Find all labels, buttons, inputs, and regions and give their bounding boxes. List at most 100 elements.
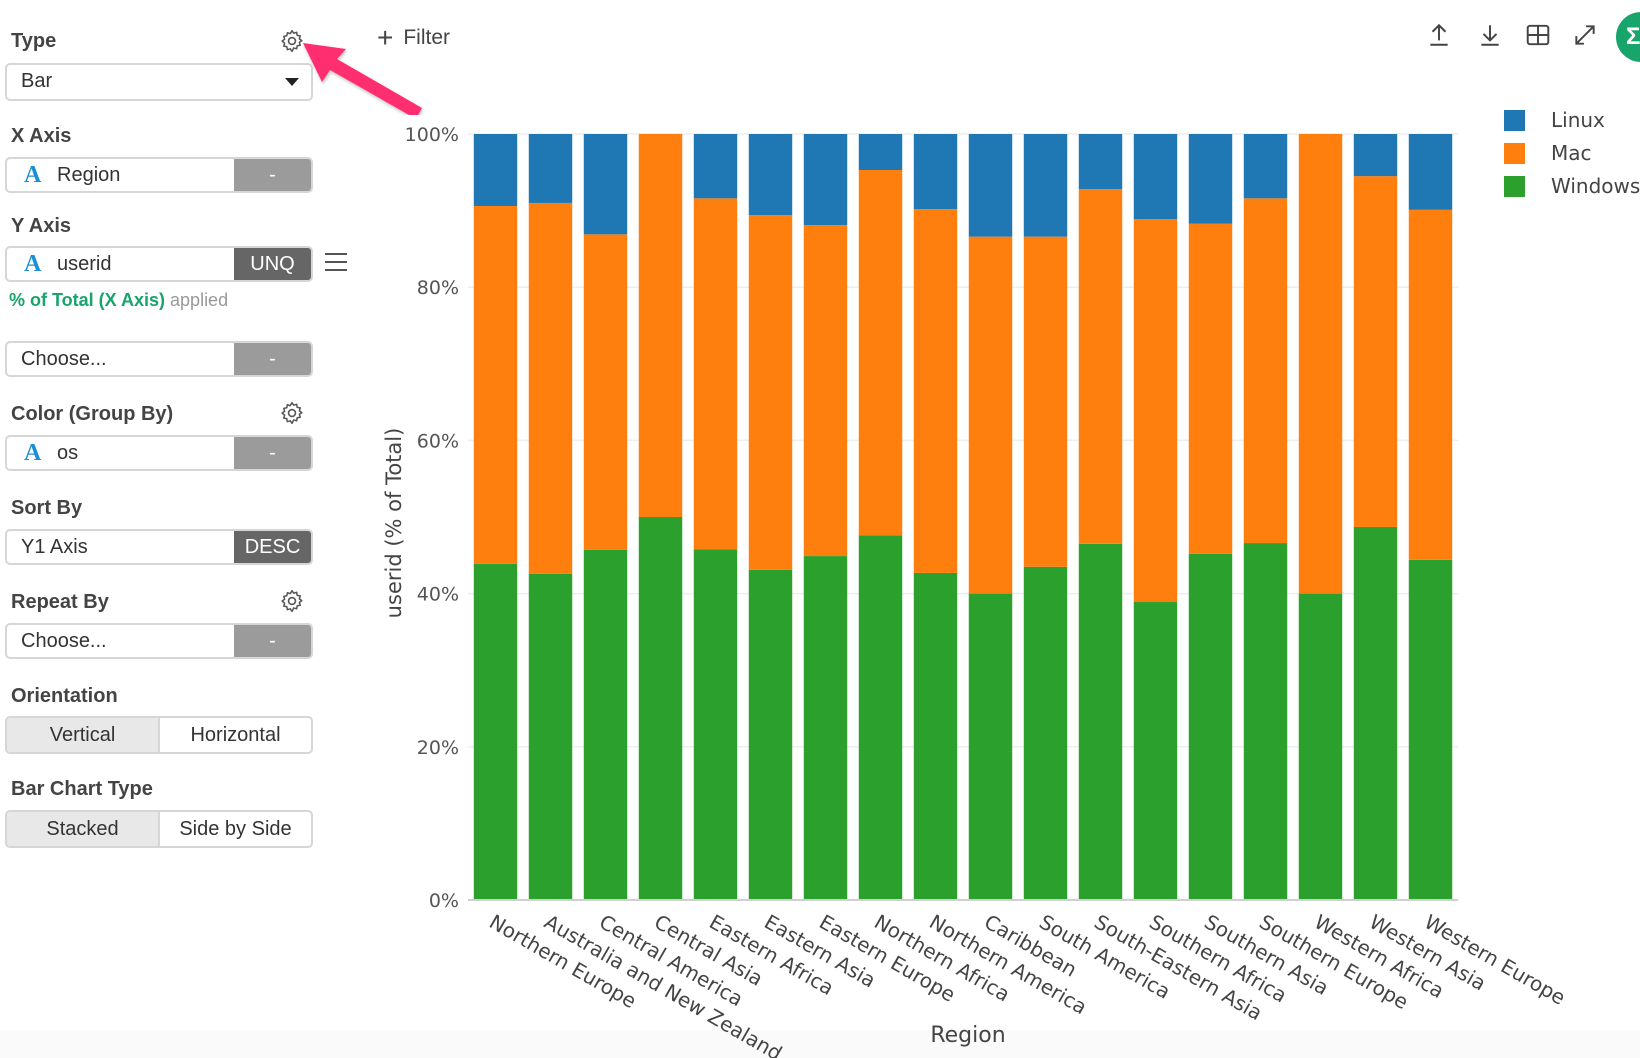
legend-swatch-windows — [1504, 176, 1525, 197]
type-label: Type — [11, 30, 57, 52]
bar-linux — [473, 134, 518, 207]
bar-linux — [1188, 134, 1233, 224]
color-group-value: os — [57, 442, 79, 464]
bar-type-side-by-side-button[interactable]: Side by Side — [179, 818, 292, 840]
repeat-by-button[interactable]: - — [234, 625, 311, 657]
menu-icon[interactable] — [325, 253, 347, 271]
expand-icon[interactable] — [1572, 22, 1598, 48]
bar-mac — [1298, 134, 1343, 594]
bar-linux — [1353, 134, 1398, 177]
bar-windows — [693, 549, 738, 900]
bar-chart-type-toggle: Stacked Side by Side — [5, 810, 313, 848]
gear-icon[interactable] — [279, 400, 305, 426]
bar-linux — [913, 134, 958, 210]
sort-by-value: Y1 Axis — [21, 536, 88, 558]
bar-windows — [1243, 543, 1288, 900]
bar-windows — [473, 563, 518, 900]
bottom-strip — [0, 1030, 1640, 1058]
sort-direction-button[interactable]: DESC — [234, 531, 311, 563]
bar-windows — [858, 535, 903, 900]
y-tick-label: 60% — [417, 430, 459, 452]
repeat-by-label: Repeat By — [11, 591, 109, 613]
y-tick-label: 100% — [405, 124, 459, 146]
y-tick-label: 40% — [417, 584, 459, 606]
percent-of-total-link[interactable]: % of Total (X Axis) — [9, 290, 166, 310]
y-axis-label: Y Axis — [11, 215, 72, 237]
text-type-icon: A — [24, 440, 42, 466]
add-filter-button[interactable]: + Filter — [377, 22, 450, 54]
legend-label-linux: Linux — [1551, 108, 1605, 132]
bar-mac — [583, 234, 628, 550]
bar-mac — [528, 202, 573, 574]
legend-label-mac: Mac — [1551, 141, 1592, 165]
applied-text: applied — [170, 290, 229, 310]
x-axis-title: Region — [930, 1023, 1005, 1048]
orientation-vertical-button[interactable]: Vertical — [7, 718, 160, 752]
bar-linux — [748, 134, 793, 216]
color-group-label: Color (Group By) — [11, 403, 174, 425]
bar-windows — [1133, 602, 1178, 900]
repeat-by-field[interactable]: Choose... - — [5, 623, 313, 659]
bar-mac — [748, 215, 793, 570]
bar-windows — [803, 556, 848, 900]
bar-linux — [693, 134, 738, 199]
y-axis-title: userid (% of Total) — [382, 428, 406, 619]
x-axis-aggregate-button[interactable]: - — [234, 159, 311, 191]
color-group-field[interactable]: A os - — [5, 435, 313, 471]
y-tick-label: 20% — [417, 737, 459, 759]
y-axis-calculation-note[interactable]: % of Total (X Axis) applied — [9, 290, 228, 311]
bar-windows — [968, 593, 1013, 900]
bar-chart-type-label: Bar Chart Type — [11, 778, 153, 800]
bar-mac — [638, 134, 683, 517]
bar-mac — [1078, 189, 1123, 544]
bar-mac — [858, 170, 903, 536]
bar-linux — [968, 134, 1013, 237]
bar-linux — [583, 134, 628, 235]
gear-icon[interactable] — [279, 28, 305, 54]
chart-type-value: Bar — [21, 70, 53, 92]
legend-swatch-mac — [1504, 143, 1525, 164]
bar-mac — [1408, 209, 1453, 560]
table-icon[interactable] — [1525, 22, 1551, 48]
bar-windows — [583, 549, 628, 900]
plus-icon: + — [377, 22, 394, 53]
gear-icon[interactable] — [279, 588, 305, 614]
y2-axis-aggregate-button[interactable]: - — [234, 343, 311, 375]
upload-icon[interactable] — [1426, 22, 1452, 48]
bar-type-stacked-button[interactable]: Stacked — [7, 812, 160, 846]
y2-axis-value: Choose... — [21, 348, 107, 370]
bar-mac — [1023, 236, 1068, 567]
x-axis-field[interactable]: A Region - — [5, 157, 313, 193]
y2-axis-field[interactable]: Choose... - — [5, 341, 313, 377]
bar-windows — [748, 569, 793, 900]
y-tick-label: 0% — [429, 890, 459, 912]
chart-type-dropdown[interactable]: Bar — [5, 63, 313, 101]
x-axis-value: Region — [57, 164, 121, 186]
bar-linux — [1078, 134, 1123, 190]
bar-linux — [528, 134, 573, 203]
y-axis-aggregate-button[interactable]: UNQ — [234, 248, 311, 280]
bar-mac — [1188, 223, 1233, 554]
y-axis-field[interactable]: A userid UNQ — [5, 246, 313, 282]
bar-mac — [1133, 219, 1178, 603]
bar-windows — [638, 517, 683, 900]
x-axis-label: X Axis — [11, 125, 72, 147]
legend-label-windows: Windows — [1551, 174, 1640, 198]
orientation-label: Orientation — [11, 685, 118, 707]
bar-mac — [1353, 176, 1398, 527]
bar-windows — [1353, 526, 1398, 900]
bar-linux — [803, 134, 848, 226]
filter-label: Filter — [403, 26, 451, 49]
bar-linux — [858, 134, 903, 171]
bar-linux — [1023, 134, 1068, 237]
text-type-icon: A — [24, 162, 42, 188]
bar-linux — [1408, 134, 1453, 210]
bar-windows — [1408, 559, 1453, 900]
orientation-horizontal-button[interactable]: Horizontal — [190, 724, 281, 746]
download-icon[interactable] — [1477, 22, 1503, 48]
sort-by-field[interactable]: Y1 Axis DESC — [5, 529, 313, 565]
color-group-button[interactable]: - — [234, 437, 311, 469]
bar-mac — [803, 225, 848, 557]
bar-mac — [693, 198, 738, 550]
